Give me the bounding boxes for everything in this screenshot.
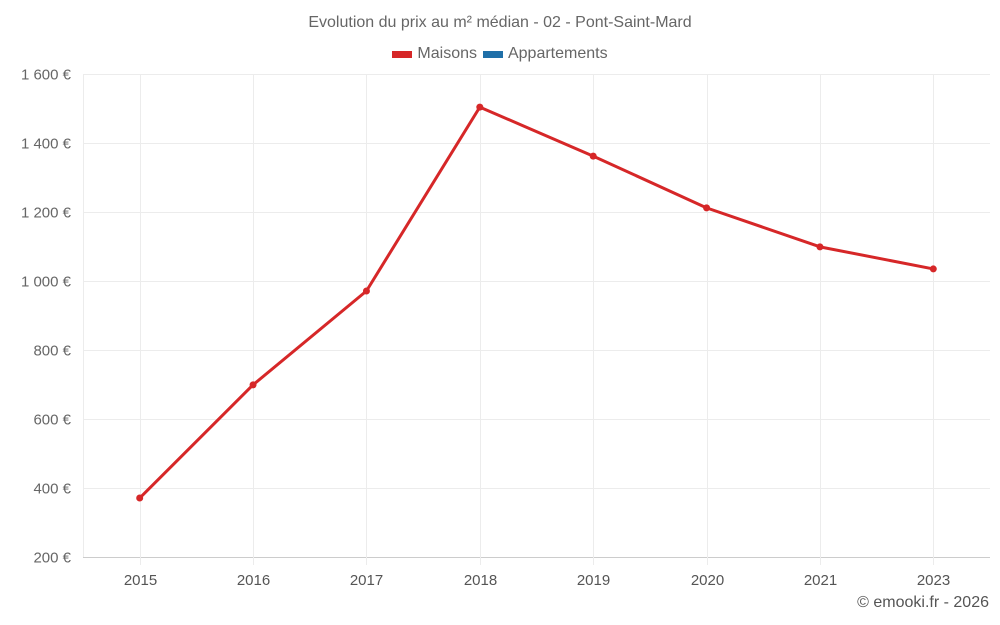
- data-point[interactable]: [703, 204, 711, 212]
- x-tick-label: 2018: [464, 572, 497, 589]
- y-axis: 200 € 400 € 600 € 800 € 1 000 € 1 200 € 1 400 …: [21, 67, 72, 567]
- x-axis: 2015 2016 2017 2018 2019 2020 2021 2023: [124, 572, 950, 589]
- legend-swatch-appartements: [482, 50, 503, 58]
- data-point[interactable]: [476, 103, 484, 111]
- legend-swatch-maisons: [392, 50, 413, 58]
- x-tick-label: 2015: [124, 572, 157, 589]
- x-tick-label: 2019: [577, 572, 610, 589]
- data-point[interactable]: [362, 287, 370, 295]
- y-tick-label: 1 200 €: [21, 205, 72, 222]
- series-line: [138, 105, 934, 500]
- y-tick-label: 400 €: [33, 481, 71, 498]
- series-maisons: [136, 103, 937, 502]
- data-point[interactable]: [816, 243, 824, 251]
- data-point[interactable]: [929, 265, 937, 273]
- y-tick-label: 1 000 €: [21, 274, 72, 291]
- legend-item-maisons[interactable]: Maisons: [392, 45, 477, 63]
- y-tick-label: 200 €: [33, 550, 71, 567]
- x-tick-label: 2016: [237, 572, 270, 589]
- x-tick-label: 2020: [691, 572, 724, 589]
- legend-label: Maisons: [417, 45, 477, 62]
- y-tick-label: 1 400 €: [21, 136, 72, 153]
- x-tick-label: 2017: [350, 572, 383, 589]
- x-tick-label: 2021: [804, 572, 837, 589]
- y-tick-label: 600 €: [33, 412, 71, 429]
- grid-lines: [83, 74, 990, 565]
- data-point[interactable]: [249, 381, 257, 389]
- data-point[interactable]: [589, 152, 597, 160]
- chart-title: Evolution du prix au m² médian - 02 - Po…: [308, 14, 692, 31]
- legend: Maisons Appartements: [0, 45, 1000, 63]
- legend-item-appartements[interactable]: Appartements: [482, 45, 608, 63]
- y-tick-label: 800 €: [33, 343, 71, 360]
- credit-text: © emooki.fr - 2026: [857, 594, 989, 611]
- data-point[interactable]: [136, 494, 144, 502]
- x-tick-label: 2023: [917, 572, 950, 589]
- y-tick-label: 1 600 €: [21, 67, 72, 84]
- legend-label: Appartements: [507, 45, 608, 62]
